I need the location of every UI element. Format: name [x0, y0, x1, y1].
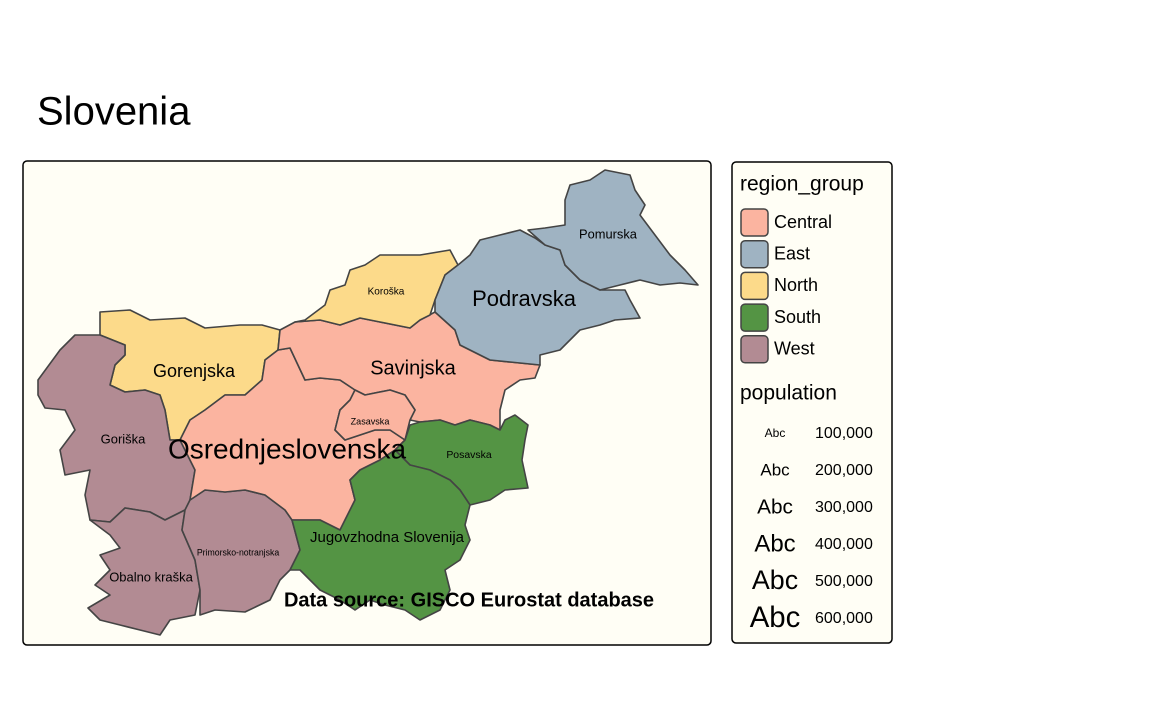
legend-swatch: [740, 208, 769, 237]
legend-size-sample: Abc: [754, 530, 795, 557]
legend-size-label: 600,000: [815, 610, 873, 627]
region-label: Podravska: [472, 286, 577, 311]
legend-swatch: [740, 335, 769, 364]
legend-size-sample: Abc: [750, 601, 801, 634]
region-label: Goriška: [101, 431, 146, 446]
legend-size-sample: Abc: [765, 426, 786, 440]
legend-size-label: 400,000: [815, 536, 873, 553]
region-label: Osrednjeslovenska: [168, 433, 407, 464]
region: [87, 507, 201, 636]
legend-label: West: [774, 339, 815, 359]
region: [527, 169, 699, 291]
region-label: Obalno kraška: [109, 569, 193, 584]
legend-title: population: [740, 382, 837, 405]
region-label: Posavska: [446, 450, 492, 461]
legend-size-label: 500,000: [815, 573, 873, 590]
region-label: Primorsko-notranjska: [197, 547, 280, 557]
legend-label: East: [774, 243, 810, 263]
legend-swatch: [740, 271, 769, 301]
caption: Data source: GISCO Eurostat database: [284, 589, 654, 611]
legend-title: region_group: [740, 173, 864, 196]
region: [434, 229, 641, 366]
legend-label: Central: [774, 212, 832, 232]
region-label: Gorenjska: [153, 361, 236, 381]
legend-swatch: [740, 303, 769, 332]
region: [289, 449, 471, 621]
region-label: Jugovzhodna Slovenija: [310, 529, 465, 546]
legend-size-label: 100,000: [815, 425, 873, 442]
region-label: Savinjska: [370, 357, 456, 379]
legend-label: South: [774, 307, 821, 327]
legend-frame: [731, 161, 893, 644]
legend-swatch: [740, 239, 769, 269]
region-label: Zasavska: [351, 416, 391, 426]
legend-size-sample: Abc: [760, 460, 790, 479]
legend-size-label: 300,000: [815, 499, 873, 516]
legend-size-sample: Abc: [752, 565, 798, 595]
legend-size-sample: Abc: [757, 495, 793, 518]
region-label: Pomurska: [579, 226, 638, 241]
region: [334, 389, 416, 441]
legend-size-label: 200,000: [815, 462, 873, 479]
legend-label: North: [774, 275, 818, 295]
region-label: Koroška: [368, 287, 405, 298]
map-title: Slovenia: [37, 90, 191, 134]
